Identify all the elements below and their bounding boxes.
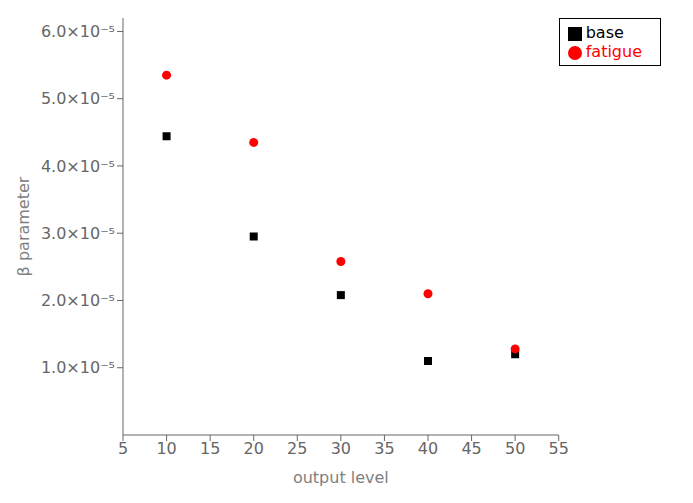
svg-text:3.0×10⁻⁵: 3.0×10⁻⁵ — [41, 224, 115, 243]
svg-text:50: 50 — [505, 439, 525, 458]
svg-text:35: 35 — [374, 439, 394, 458]
svg-text:2.0×10⁻⁵: 2.0×10⁻⁵ — [41, 291, 115, 310]
svg-text:25: 25 — [287, 439, 307, 458]
svg-text:4.0×10⁻⁵: 4.0×10⁻⁵ — [41, 157, 115, 176]
svg-text:55: 55 — [549, 439, 569, 458]
svg-text:6.0×10⁻⁵: 6.0×10⁻⁵ — [41, 22, 115, 41]
html-text:fatigue: fatigue — [585, 42, 642, 61]
svg-text:β parameter: β parameter — [14, 176, 33, 276]
svg-text:40: 40 — [418, 439, 438, 458]
html-text:base: base — [585, 23, 624, 42]
svg-text:45: 45 — [461, 439, 481, 458]
svg-text:5.0×10⁻⁵: 5.0×10⁻⁵ — [41, 89, 115, 108]
svg-text:1.0×10⁻⁵: 1.0×10⁻⁵ — [41, 358, 115, 377]
svg-text:30: 30 — [331, 439, 351, 458]
svg-text:5: 5 — [118, 439, 128, 458]
svg-text:20: 20 — [244, 439, 264, 458]
svg-text:15: 15 — [200, 439, 220, 458]
svg-text:10: 10 — [156, 439, 176, 458]
svg-text:output level: output level — [293, 468, 389, 487]
